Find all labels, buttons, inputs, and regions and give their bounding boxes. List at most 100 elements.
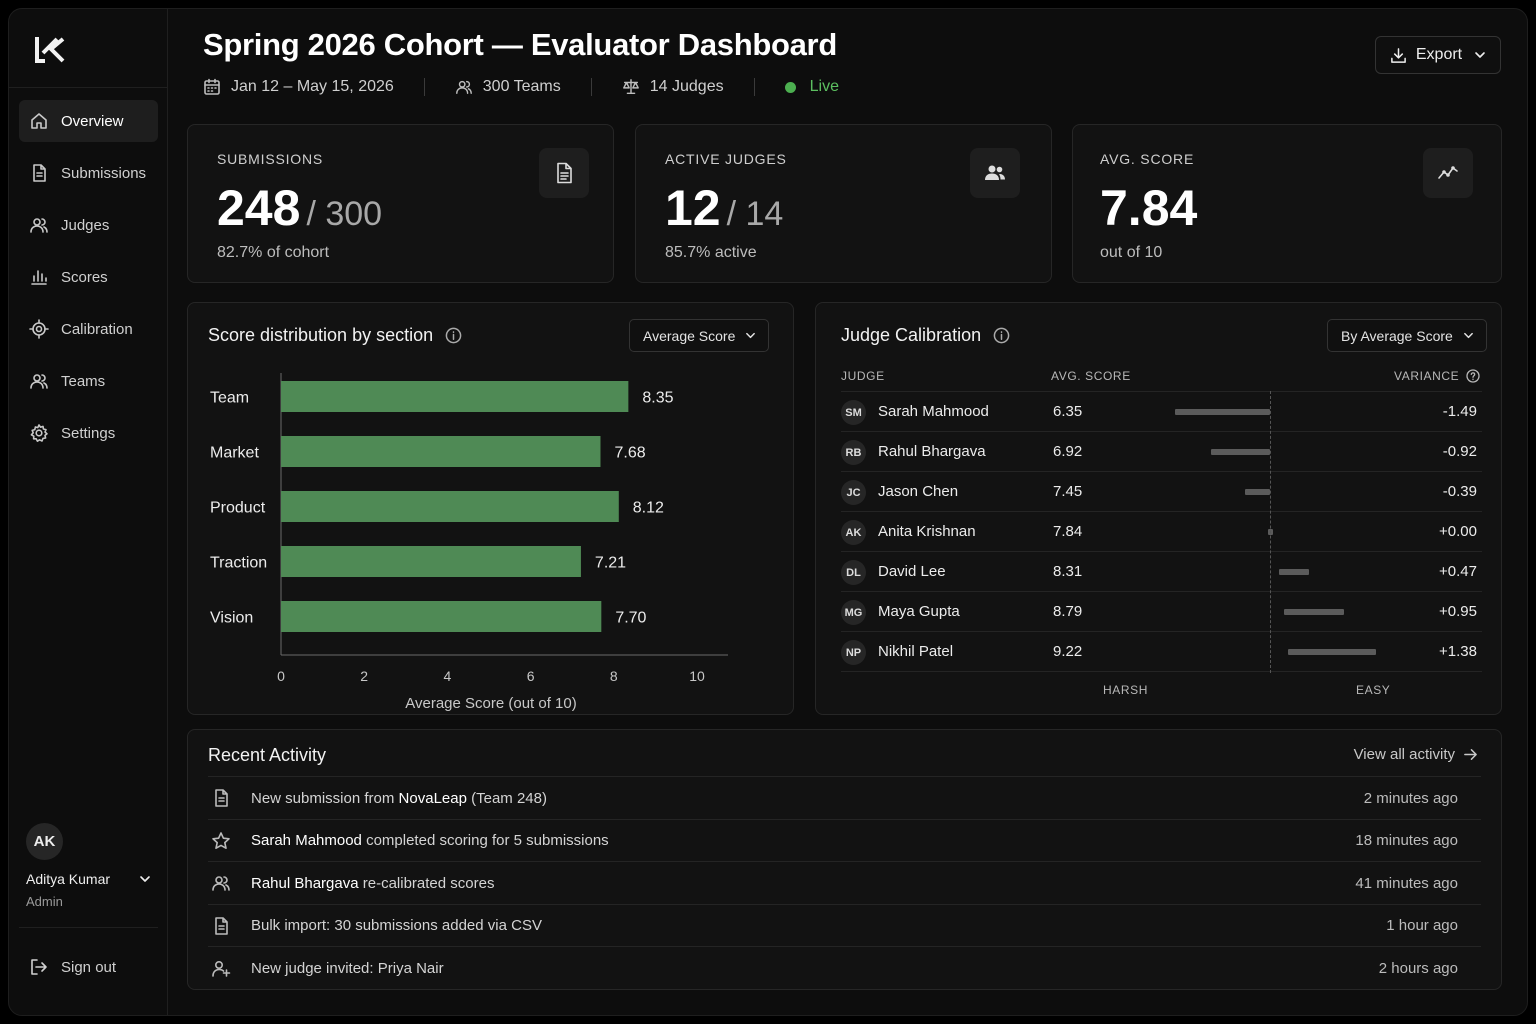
divider: [19, 927, 158, 928]
judge-avg-score: 9.22: [1053, 643, 1083, 660]
panel-title: Score distribution by section: [208, 325, 434, 345]
tick-label: 4: [444, 668, 452, 684]
active-judges-card: ACTIVE JUDGES 12 / 14 85.7% active: [635, 124, 1052, 283]
avatar: DL: [841, 560, 866, 585]
link-label: View all activity: [1353, 746, 1455, 763]
judge-name: David Lee: [878, 563, 946, 580]
avatar: NP: [841, 640, 866, 665]
sidebar-item-teams[interactable]: Teams: [19, 360, 158, 402]
category-label: Product: [210, 500, 266, 517]
scale-icon: [622, 78, 640, 96]
data-label: 7.21: [595, 555, 626, 572]
team-icon: [29, 371, 49, 391]
judge-name: Anita Krishnan: [878, 523, 976, 540]
judge-avg-score: 7.45: [1053, 483, 1083, 500]
bar[interactable]: [281, 381, 629, 412]
tick-label: 8: [610, 668, 618, 684]
sidebar-item-judges[interactable]: Judges: [19, 204, 158, 246]
column-header-judge: JUDGE: [841, 369, 885, 383]
judge-row[interactable]: JC Jason Chen 7.45 -0.39: [841, 472, 1482, 512]
sidebar-item-calibration[interactable]: Calibration: [19, 308, 158, 350]
user-plus-icon: [211, 958, 231, 978]
arrow-right-icon: [1455, 747, 1478, 762]
judge-name: Jason Chen: [878, 483, 959, 500]
bar[interactable]: [281, 601, 602, 632]
sign-out-button[interactable]: Sign out: [29, 957, 116, 977]
sidebar-item-settings[interactable]: Settings: [19, 412, 158, 454]
bar-chart-icon: [29, 267, 49, 287]
activity-item[interactable]: Rahul Bhargava re-calibrated scores 41 mi…: [208, 861, 1481, 904]
judge-row[interactable]: AK Anita Krishnan 7.84 +0.00: [841, 512, 1482, 552]
category-label: Team: [210, 390, 249, 407]
info-icon[interactable]: [445, 327, 462, 344]
sidebar-item-label: Overview: [61, 112, 124, 130]
stat-note: 85.7% active: [665, 244, 757, 261]
bar[interactable]: [281, 546, 581, 577]
chevron-down-icon[interactable]: [139, 873, 151, 885]
judge-row[interactable]: MG Maya Gupta 8.79 +0.95: [841, 592, 1482, 632]
activity-item[interactable]: New submission from NovaLeap (Team 248) 2…: [208, 776, 1481, 819]
activity-item[interactable]: Sarah Mahmood completed scoring for 5 su…: [208, 818, 1481, 862]
sidebar-item-scores[interactable]: Scores: [19, 256, 158, 298]
divider: [841, 391, 1482, 392]
divider: [9, 87, 168, 88]
avatar: SM: [841, 400, 866, 425]
home-icon: [29, 111, 49, 131]
activity-text: Sarah Mahmood completed scoring for 5 su…: [251, 832, 609, 849]
activity-item[interactable]: Bulk import: 30 submissions added via CS…: [208, 903, 1481, 947]
activity-item[interactable]: New judge invited: Priya Nair 2 hours ago: [208, 946, 1481, 989]
judge-row[interactable]: DL David Lee 8.31 +0.47: [841, 552, 1482, 592]
stat-label: ACTIVE JUDGES: [665, 151, 787, 167]
judge-row[interactable]: NP Nikhil Patel 9.22 +1.38: [841, 632, 1482, 672]
view-all-activity-link[interactable]: View all activity: [1354, 746, 1478, 763]
activity-time: 18 minutes ago: [1355, 832, 1458, 849]
judge-variance: +0.47: [1439, 563, 1477, 580]
sidebar-item-label: Submissions: [61, 164, 147, 182]
trend-icon: [1423, 148, 1473, 198]
live-status-dot: [784, 81, 796, 93]
calibration-sort-select[interactable]: By Average Score: [1327, 319, 1487, 352]
user-name: Aditya Kumar: [26, 871, 111, 887]
avg-score-card: AVG. SCORE 7.84 out of 10: [1072, 124, 1502, 283]
file-icon: [211, 916, 231, 936]
bar[interactable]: [281, 491, 619, 522]
stat-label: AVG. SCORE: [1100, 151, 1195, 167]
activity-entity[interactable]: Sarah Mahmood: [251, 832, 362, 849]
chevron-down-icon: [1474, 49, 1486, 61]
select-value: Average Score: [643, 327, 736, 344]
bar[interactable]: [281, 436, 601, 467]
judge-row[interactable]: SM Sarah Mahmood 6.35 -1.49: [841, 392, 1482, 432]
sidebar: Overview Submissions Judges Scores Calib…: [9, 9, 168, 1015]
sidebar-item-submissions[interactable]: Submissions: [19, 152, 158, 194]
users-icon: [970, 148, 1020, 198]
stat-value: 248: [217, 180, 301, 236]
judge-row[interactable]: RB Rahul Bhargava 6.92 -0.92: [841, 432, 1482, 472]
help-icon[interactable]: [1466, 369, 1480, 383]
chevron-down-icon: [1463, 330, 1474, 341]
tick-label: 10: [689, 668, 705, 684]
judge-variance: +0.00: [1439, 523, 1477, 540]
target-icon: [29, 319, 49, 339]
activity-entity[interactable]: NovaLeap: [398, 789, 467, 807]
avatar: AK: [26, 823, 63, 860]
cohort-meta: Jan 12 – May 15, 2026 300 Teams 14 Judge…: [203, 75, 839, 99]
divider: [590, 78, 592, 96]
activity-entity[interactable]: Rahul Bhargava: [251, 874, 359, 892]
variance-bar: [1211, 449, 1270, 455]
distribution-metric-select[interactable]: Average Score: [629, 319, 770, 352]
panel-title: Recent Activity: [208, 745, 327, 765]
sign-out-label: Sign out: [61, 958, 117, 976]
avatar: RB: [841, 440, 866, 465]
activity-text: New submission from NovaLeap (Team 248): [251, 789, 547, 807]
activity-text: Rahul Bhargava re-calibrated scores: [251, 874, 495, 892]
users-icon: [211, 873, 231, 893]
score-distribution-panel: Score distribution by section Average Sc…: [187, 302, 794, 715]
panel-title: Judge Calibration: [841, 325, 982, 345]
export-button[interactable]: Export: [1375, 36, 1501, 74]
sidebar-item-overview[interactable]: Overview: [19, 100, 158, 142]
info-icon[interactable]: [993, 327, 1010, 344]
submissions-card: SUBMISSIONS 248 / 300 82.7% of cohort: [187, 124, 614, 283]
users-icon: [455, 78, 473, 96]
user-menu[interactable]: AK Aditya Kumar Admin: [26, 823, 151, 909]
judge-variance: +1.38: [1439, 643, 1477, 660]
